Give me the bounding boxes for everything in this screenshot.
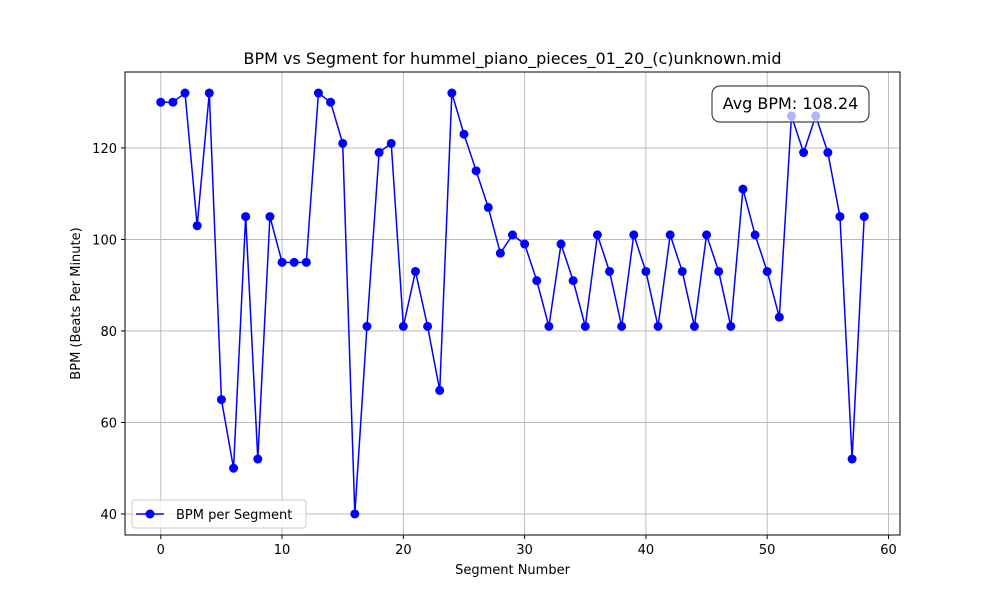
data-point: [241, 212, 251, 222]
data-point: [253, 454, 263, 464]
data-point: [338, 138, 348, 148]
data-point: [799, 148, 809, 158]
data-point: [204, 88, 214, 98]
data-point: [580, 321, 590, 331]
data-point: [689, 321, 699, 331]
data-point: [495, 248, 505, 258]
data-point: [605, 266, 615, 276]
y-axis-label: BPM (Beats Per Minute): [69, 227, 84, 379]
data-point: [556, 239, 566, 249]
legend-marker-swatch: [145, 509, 155, 519]
data-point: [738, 184, 748, 194]
annotation-box: [711, 85, 870, 123]
data-point: [156, 97, 166, 107]
data-point: [774, 312, 784, 322]
data-point: [483, 202, 493, 212]
x-tick-label: 60: [880, 543, 897, 558]
chart-title: BPM vs Segment for hummel_piano_pieces_0…: [243, 49, 781, 69]
data-point: [544, 321, 554, 331]
data-point: [520, 239, 530, 249]
data-point: [653, 321, 663, 331]
data-point: [350, 509, 360, 519]
x-tick-label: 0: [157, 543, 165, 558]
data-point: [568, 276, 578, 286]
data-point: [641, 266, 651, 276]
data-point: [665, 230, 675, 240]
data-point: [459, 129, 469, 139]
data-point: [289, 257, 299, 267]
data-point: [617, 321, 627, 331]
data-point: [301, 257, 311, 267]
axis-ticks: 0 10 20 30 40 50 60 40 60 80 100 120: [92, 142, 897, 558]
x-tick-label: 20: [395, 543, 412, 558]
data-point: [168, 97, 178, 107]
x-tick-label: 40: [638, 543, 655, 558]
data-point: [823, 148, 833, 158]
data-point: [326, 97, 336, 107]
data-point: [447, 88, 457, 98]
data-point: [313, 88, 323, 98]
data-point: [265, 212, 275, 222]
data-point: [471, 166, 481, 176]
plot-frame: [124, 71, 901, 536]
series-layer: [156, 88, 869, 519]
legend-box: [131, 499, 307, 529]
data-point: [714, 266, 724, 276]
data-point: [847, 454, 857, 464]
data-point: [702, 230, 712, 240]
data-point: [410, 266, 420, 276]
y-tick-label: 60: [100, 416, 117, 431]
data-point: [762, 266, 772, 276]
data-point: [398, 321, 408, 331]
x-tick-label: 30: [516, 543, 533, 558]
x-tick-label: 50: [759, 543, 776, 558]
data-point: [277, 257, 287, 267]
data-point: [362, 321, 372, 331]
y-tick-label: 120: [92, 142, 117, 157]
data-point: [508, 230, 517, 240]
data-point: [435, 385, 445, 395]
data-point: [629, 230, 639, 240]
data-point: [750, 230, 760, 240]
y-tick-label: 100: [92, 233, 117, 248]
data-point: [532, 276, 542, 286]
avg-bpm-text: Avg BPM: 108.24: [723, 94, 859, 113]
data-point: [192, 221, 202, 231]
data-point: [386, 138, 396, 148]
y-tick-label: 80: [100, 325, 117, 340]
data-point: [374, 148, 384, 158]
avg-bpm-annotation: Avg BPM: 108.24: [711, 85, 870, 123]
data-point: [835, 212, 845, 222]
data-point: [726, 321, 736, 331]
x-axis-label: Segment Number: [455, 563, 571, 578]
y-tick-label: 40: [100, 508, 117, 523]
data-point: [859, 212, 869, 222]
data-point: [180, 88, 190, 98]
data-point: [677, 266, 687, 276]
x-tick-label: 10: [274, 543, 291, 558]
data-point: [423, 321, 433, 331]
legend-label: BPM per Segment: [176, 508, 292, 523]
legend: BPM per Segment: [131, 499, 307, 529]
data-point: [229, 463, 239, 473]
data-point: [592, 230, 602, 240]
data-point: [216, 395, 226, 405]
